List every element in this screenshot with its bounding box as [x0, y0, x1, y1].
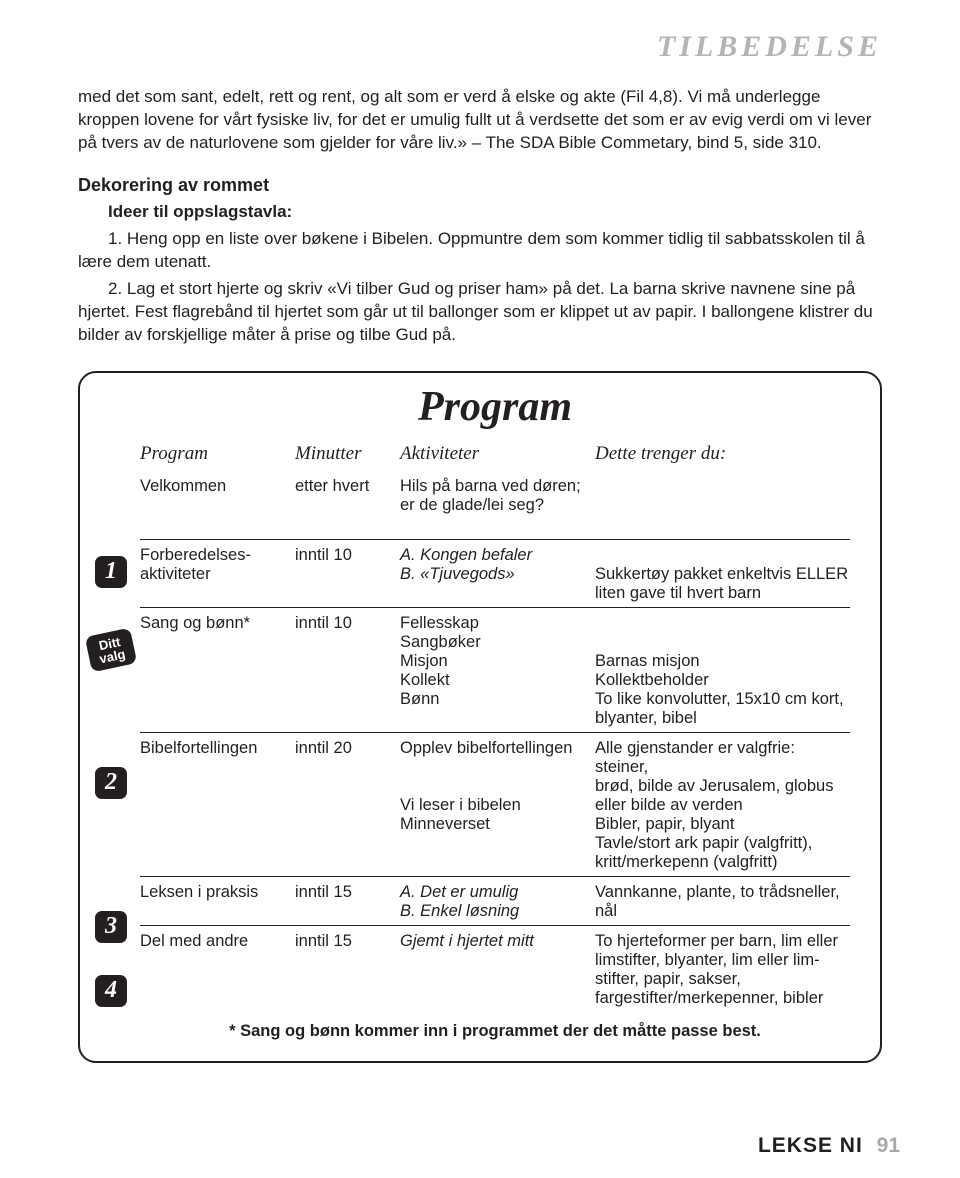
cell-minutter: inntil 15	[295, 883, 400, 902]
col-header-aktiviteter: Aktiviteter	[400, 443, 595, 465]
cell-minutter: inntil 10	[295, 614, 400, 633]
cell-line: Kollektbeholder	[595, 671, 850, 690]
cell-line: Fellesskap	[400, 614, 595, 633]
ditt-valg-badge: Ditt valg	[85, 627, 137, 672]
cell-line: Forberedelses-	[140, 546, 295, 565]
body-text-block: med det som sant, edelt, rett og rent, o…	[78, 86, 882, 347]
cell-line: A. Kongen befaler	[400, 546, 595, 565]
cell-trenger: Alle gjenstander er valgfrie: steiner, b…	[595, 739, 850, 872]
paragraph-1: med det som sant, edelt, rett og rent, o…	[78, 86, 882, 155]
cell-aktiviteter: Hils på barna ved døren; er de glade/lei…	[400, 477, 595, 515]
cell-line: B. Enkel løsning	[400, 902, 595, 921]
cell-aktiviteter: A. Det er umulig B. Enkel løsning	[400, 883, 595, 921]
cell-program: Velkommen	[140, 477, 295, 496]
section-heading: Dekorering av rommet	[78, 173, 882, 197]
cell-line: Hils på barna ved døren;	[400, 477, 595, 496]
cell-line: To like konvolutter, 15x10 cm kort,	[595, 690, 850, 709]
table-row: Leksen i praksis inntil 15 A. Det er umu…	[140, 883, 850, 921]
list-item-2-text: 2. Lag et stort hjerte og skriv «Vi tilb…	[78, 279, 873, 344]
cell-line: stifter, papir, sakser,	[595, 970, 850, 989]
row-separator	[140, 925, 850, 926]
page-container: TILBEDELSE med det som sant, edelt, rett…	[0, 0, 960, 1103]
program-title: Program	[140, 383, 850, 431]
cell-line: Opplev bibelfortellingen	[400, 739, 595, 758]
cell-program: Leksen i praksis	[140, 883, 295, 902]
program-footnote: * Sang og bønn kommer inn i programmet d…	[140, 1022, 850, 1041]
valg-label: valg	[98, 647, 126, 665]
row-separator	[140, 732, 850, 733]
footer-page-number: 91	[877, 1134, 900, 1157]
cell-line: kritt/merkepenn (valgfritt)	[595, 853, 850, 872]
step-badge-3: 3	[95, 911, 127, 943]
program-table: Program Minutter Aktiviteter Dette treng…	[140, 443, 850, 1041]
table-row: Bibelfortellingen inntil 20 Opplev bibel…	[140, 739, 850, 872]
cell-minutter: inntil 10	[295, 546, 400, 565]
cell-line: liten gave til hvert barn	[595, 584, 850, 603]
table-row: Velkommen etter hvert Hils på barna ved …	[140, 477, 850, 515]
row-separator	[140, 876, 850, 877]
cell-line: limstifter, blyanter, lim eller lim-	[595, 951, 850, 970]
cell-trenger: Barnas misjon Kollektbeholder To like ko…	[595, 614, 850, 728]
cell-program: Sang og bønn*	[140, 614, 295, 633]
footer-lekse: LEKSE NI	[758, 1134, 863, 1157]
cell-line: brød, bilde av Jerusalem, globus	[595, 777, 850, 796]
cell-aktiviteter: Opplev bibelfortellingen Vi leser i bibe…	[400, 739, 595, 834]
step-badge-1: 1	[95, 556, 127, 588]
cell-line: Bønn	[400, 690, 595, 709]
row-separator	[140, 539, 850, 540]
cell-aktiviteter: Gjemt i hjertet mitt	[400, 932, 595, 951]
cell-line: fargestifter/merkepenner, bibler	[595, 989, 850, 1008]
cell-line: Vi leser i bibelen	[400, 796, 595, 815]
step-badge-2: 2	[95, 767, 127, 799]
cell-line: Misjon	[400, 652, 595, 671]
cell-line: Sukkertøy pakket enkeltvis ELLER	[595, 565, 850, 584]
cell-line: Barnas misjon	[595, 652, 850, 671]
cell-minutter: inntil 15	[295, 932, 400, 951]
col-header-minutter: Minutter	[295, 443, 400, 465]
table-header-row: Program Minutter Aktiviteter Dette treng…	[140, 443, 850, 465]
cell-program: Bibelfortellingen	[140, 739, 295, 758]
cell-trenger: Vannkanne, plante, to trådsneller, nål	[595, 883, 850, 921]
cell-program: Forberedelses- aktiviteter	[140, 546, 295, 584]
cell-line: aktiviteter	[140, 565, 295, 584]
col-header-program: Program	[140, 443, 295, 465]
cell-program: Del med andre	[140, 932, 295, 951]
cell-line: blyanter, bibel	[595, 709, 850, 728]
list-item-1-text: 1. Heng opp en liste over bøkene i Bibel…	[78, 229, 865, 271]
cell-line: er de glade/lei seg?	[400, 496, 595, 515]
header-title: TILBEDELSE	[78, 30, 882, 64]
step-badge-4: 4	[95, 975, 127, 1007]
table-row: Del med andre inntil 15 Gjemt i hjertet …	[140, 932, 850, 1008]
table-row: Sang og bønn* inntil 10 Fellesskap Sangb…	[140, 614, 850, 728]
table-row: Forberedelses- aktiviteter inntil 10 A. …	[140, 546, 850, 603]
cell-line: Alle gjenstander er valgfrie: steiner,	[595, 739, 850, 777]
cell-line: Bibler, papir, blyant	[595, 815, 850, 834]
cell-trenger: Sukkertøy pakket enkeltvis ELLER liten g…	[595, 546, 850, 603]
cell-minutter: etter hvert	[295, 477, 400, 496]
cell-aktiviteter: A. Kongen befaler B. «Tjuvegods»	[400, 546, 595, 584]
col-header-trenger: Dette trenger du:	[595, 443, 850, 465]
cell-line: Kollekt	[400, 671, 595, 690]
cell-aktiviteter: Fellesskap Sangbøker Misjon Kollekt Bønn	[400, 614, 595, 709]
cell-line: eller bilde av verden	[595, 796, 850, 815]
cell-line: To hjerteformer per barn, lim eller	[595, 932, 850, 951]
page-footer: LEKSE NI 91	[758, 1134, 900, 1158]
row-separator	[140, 607, 850, 608]
cell-line: Tavle/stort ark papir (valgfritt),	[595, 834, 850, 853]
cell-line: Sangbøker	[400, 633, 595, 652]
cell-trenger: To hjerteformer per barn, lim eller lims…	[595, 932, 850, 1008]
cell-minutter: inntil 20	[295, 739, 400, 758]
list-item-2: 2. Lag et stort hjerte og skriv «Vi tilb…	[78, 278, 882, 347]
cell-line: B. «Tjuvegods»	[400, 565, 595, 584]
cell-line: A. Det er umulig	[400, 883, 595, 902]
sub-heading: Ideer til oppslagstavla:	[108, 201, 882, 224]
cell-line: Minneverset	[400, 815, 595, 834]
program-box: Program Program Minutter Aktiviteter Det…	[78, 371, 882, 1063]
list-item-1: 1. Heng opp en liste over bøkene i Bibel…	[78, 228, 882, 274]
